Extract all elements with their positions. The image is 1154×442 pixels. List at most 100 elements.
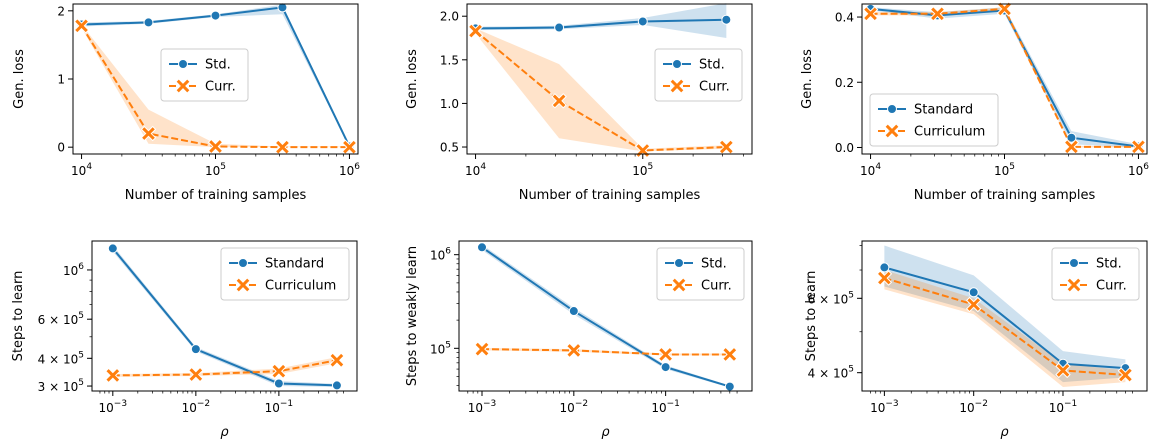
data-point-standard-2: [273, 378, 284, 389]
x-axis-label: ρ: [220, 425, 229, 440]
data-point-curriculum-0: [876, 270, 893, 286]
data-point-curriculum-0: [467, 23, 484, 39]
y-tick-label: 0.4: [835, 11, 854, 25]
legend-label-curriculum: Curr.: [1096, 279, 1127, 294]
legend-marker-standard: [178, 59, 188, 69]
series-line-curriculum: [884, 277, 1126, 376]
x-tick-label: 104: [71, 162, 92, 178]
data-point-curriculum-1: [965, 296, 982, 313]
legend-box: [869, 93, 999, 147]
y-tick-label: 0: [57, 141, 65, 155]
axes-frame: [861, 240, 1148, 392]
data-point-curriculum-3: [329, 352, 345, 368]
legend-marker-standard: [887, 104, 897, 114]
series-line-standard: [481, 246, 731, 388]
x-tick-label: 105: [632, 162, 653, 178]
data-point-standard-2: [210, 10, 221, 21]
series-line-curriculum: [474, 30, 727, 152]
legend-marker-standard: [672, 59, 682, 69]
series-line-standard: [884, 266, 1126, 370]
data-point-standard-1: [568, 306, 579, 317]
data-point-curriculum-0: [862, 6, 879, 22]
data-point-curriculum-2: [657, 346, 674, 363]
x-axis-label: ρ: [601, 425, 610, 440]
data-point-standard-0: [879, 262, 890, 273]
data-point-standard-1: [554, 22, 565, 33]
x-tick-label: 10−2: [560, 399, 589, 415]
data-point-standard-1: [143, 17, 154, 28]
legend-label-standard: Std.: [1096, 257, 1122, 272]
legend-marker-curriculum: [671, 277, 687, 293]
y-tick-label: 1.5: [440, 53, 459, 67]
data-point-standard-1: [190, 344, 201, 355]
data-point-curriculum-3: [1117, 367, 1134, 383]
chart-p1: 104 105 106 0 1 2 Number of training samples Ge…: [12, 2, 360, 203]
x-tick-label: 10−2: [182, 399, 211, 415]
x-tick-label: 105: [205, 162, 226, 178]
legend-marker-curriculum: [175, 78, 191, 94]
y-tick-label: 106: [430, 247, 451, 263]
legend-label-standard: Standard: [265, 257, 324, 272]
legend-label-curriculum: Curr.: [701, 279, 732, 294]
data-point-standard-2: [660, 362, 671, 373]
y-tick-label: 0.2: [835, 76, 854, 90]
x-tick-label: 10−3: [870, 399, 899, 415]
data-point-curriculum-1: [551, 93, 567, 109]
series-line-standard: [112, 247, 337, 387]
x-tick-label: 104: [465, 162, 486, 178]
data-point-standard-3: [277, 2, 288, 13]
data-point-curriculum-3: [722, 346, 738, 363]
x-tick-label: 10−3: [99, 399, 128, 415]
data-point-curriculum-4: [341, 139, 358, 155]
data-point-standard-3: [721, 14, 732, 25]
data-point-curriculum-3: [718, 139, 735, 155]
y-tick-label: 0.0: [835, 141, 854, 155]
data-point-curriculum-3: [1063, 139, 1080, 155]
series-line-standard: [475, 18, 727, 30]
data-point-standard-0: [477, 242, 488, 253]
legend-label-standard: Std.: [205, 58, 231, 73]
y-axis-label: Steps to learn: [804, 271, 819, 362]
legend: Std. Curr.: [1051, 247, 1140, 301]
y-axis-label: Gen. loss: [405, 49, 420, 109]
legend: Standard Curriculum: [869, 93, 999, 147]
chart-p6: 10−3 10−2 10−1 6 × 105 4 × 105 ρ Steps to lear…: [804, 240, 1148, 440]
legend: Std. Curr.: [160, 48, 249, 102]
data-point-curriculum-3: [274, 139, 291, 155]
x-axis-label: Number of training samples: [914, 188, 1096, 203]
series-line-curriculum: [481, 348, 730, 356]
legend-box: [220, 247, 350, 301]
data-point-curriculum-0: [73, 18, 90, 34]
data-point-standard-2: [637, 16, 648, 27]
legend-marker-standard: [1069, 258, 1079, 268]
y-tick-label: 0.5: [440, 141, 459, 155]
legend-marker-standard: [674, 258, 684, 268]
legend-label-curriculum: Curriculum: [914, 125, 985, 140]
legend: Standard Curriculum: [220, 247, 350, 301]
y-tick-label: 6 × 105: [808, 290, 854, 306]
data-point-standard-3: [724, 381, 735, 392]
y-axis-label: Gen. loss: [12, 49, 27, 109]
legend-marker-curriculum: [669, 78, 685, 94]
data-point-curriculum-1: [566, 342, 582, 359]
data-point-curriculum-0: [474, 341, 490, 357]
x-tick-label: 106: [1128, 162, 1149, 178]
legend-marker-curriculum: [884, 123, 900, 139]
y-tick-label: 105: [430, 340, 451, 356]
axes-frame: [91, 240, 358, 392]
legend-marker-curriculum: [235, 277, 251, 293]
x-tick-label: 10−1: [651, 399, 680, 415]
x-tick-label: 106: [339, 162, 360, 178]
y-axis-label: Steps to learn: [11, 271, 26, 362]
chart-p3: 104 105 106 0.0 0.2 0.4 Number of training sam…: [800, 1, 1149, 203]
data-point-curriculum-1: [188, 366, 204, 383]
x-axis-label: Number of training samples: [519, 188, 701, 203]
data-point-standard-0: [107, 243, 118, 254]
series-line-curriculum: [112, 359, 338, 377]
data-point-curriculum-1: [929, 6, 946, 22]
chart-p5: 10−3 10−2 10−1 106 105 ρ Steps to weakly learn…: [405, 240, 753, 440]
confidence-band-standard: [884, 245, 1126, 383]
y-tick-label: 3 × 105: [38, 378, 84, 394]
data-point-curriculum-1: [140, 125, 157, 142]
